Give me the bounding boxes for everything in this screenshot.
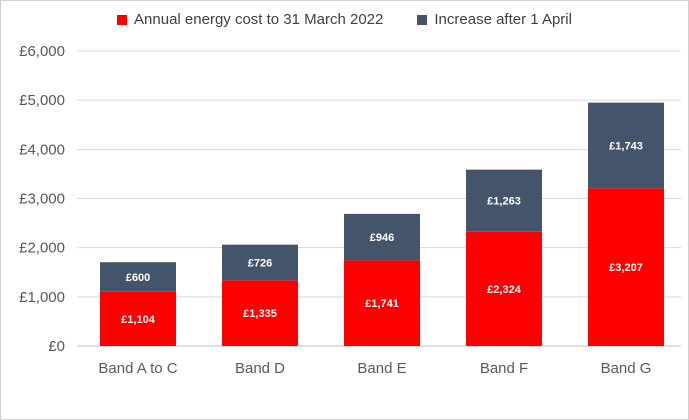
y-tick-label: £3,000 [19, 191, 65, 208]
legend-swatch-annual-cost [117, 14, 128, 25]
data-label-annual-cost: £1,104 [121, 314, 156, 326]
bar-increase [344, 213, 420, 261]
y-tick-label: £6,000 [19, 43, 65, 60]
y-tick-label: £1,000 [19, 289, 65, 306]
data-label-increase: £726 [248, 258, 272, 270]
x-tick-label: Band G [601, 360, 652, 377]
bar-annual-cost [344, 260, 420, 346]
legend-label-annual-cost: Annual energy cost to 31 March 2022 [134, 11, 384, 28]
bar-increase [100, 262, 176, 292]
bar-increase [588, 102, 664, 189]
y-tick-label: £2,000 [19, 240, 65, 257]
data-label-increase: £600 [126, 272, 150, 284]
data-label-increase: £1,263 [487, 196, 521, 208]
data-label-annual-cost: £1,741 [365, 298, 399, 310]
x-tick-label: Band F [480, 360, 528, 377]
bar-increase [222, 244, 298, 281]
bar-annual-cost [100, 291, 176, 346]
bar-annual-cost [466, 231, 542, 346]
bar-annual-cost [588, 188, 664, 346]
legend-item-annual-cost: Annual energy cost to 31 March 2022 [117, 11, 383, 28]
y-tick-label: £5,000 [19, 92, 65, 109]
legend-swatch-increase [417, 14, 428, 25]
x-tick-label: Band A to C [98, 360, 177, 377]
data-label-annual-cost: £2,324 [487, 284, 522, 296]
bar-annual-cost [222, 280, 298, 346]
data-label-increase: £1,743 [609, 140, 643, 152]
y-tick-label: £0 [48, 338, 65, 355]
x-tick-label: Band D [235, 360, 285, 377]
data-label-annual-cost: £3,207 [609, 262, 643, 274]
bar-increase [466, 169, 542, 232]
legend-label-increase: Increase after 1 April [434, 11, 572, 28]
y-tick-label: £4,000 [19, 141, 65, 158]
legend-item-increase: Increase after 1 April [417, 11, 572, 28]
data-label-annual-cost: £1,335 [243, 308, 277, 320]
legend: Annual energy cost to 31 March 2022 Incr… [1, 11, 688, 28]
data-label-increase: £946 [370, 232, 394, 244]
x-tick-label: Band E [357, 360, 406, 377]
